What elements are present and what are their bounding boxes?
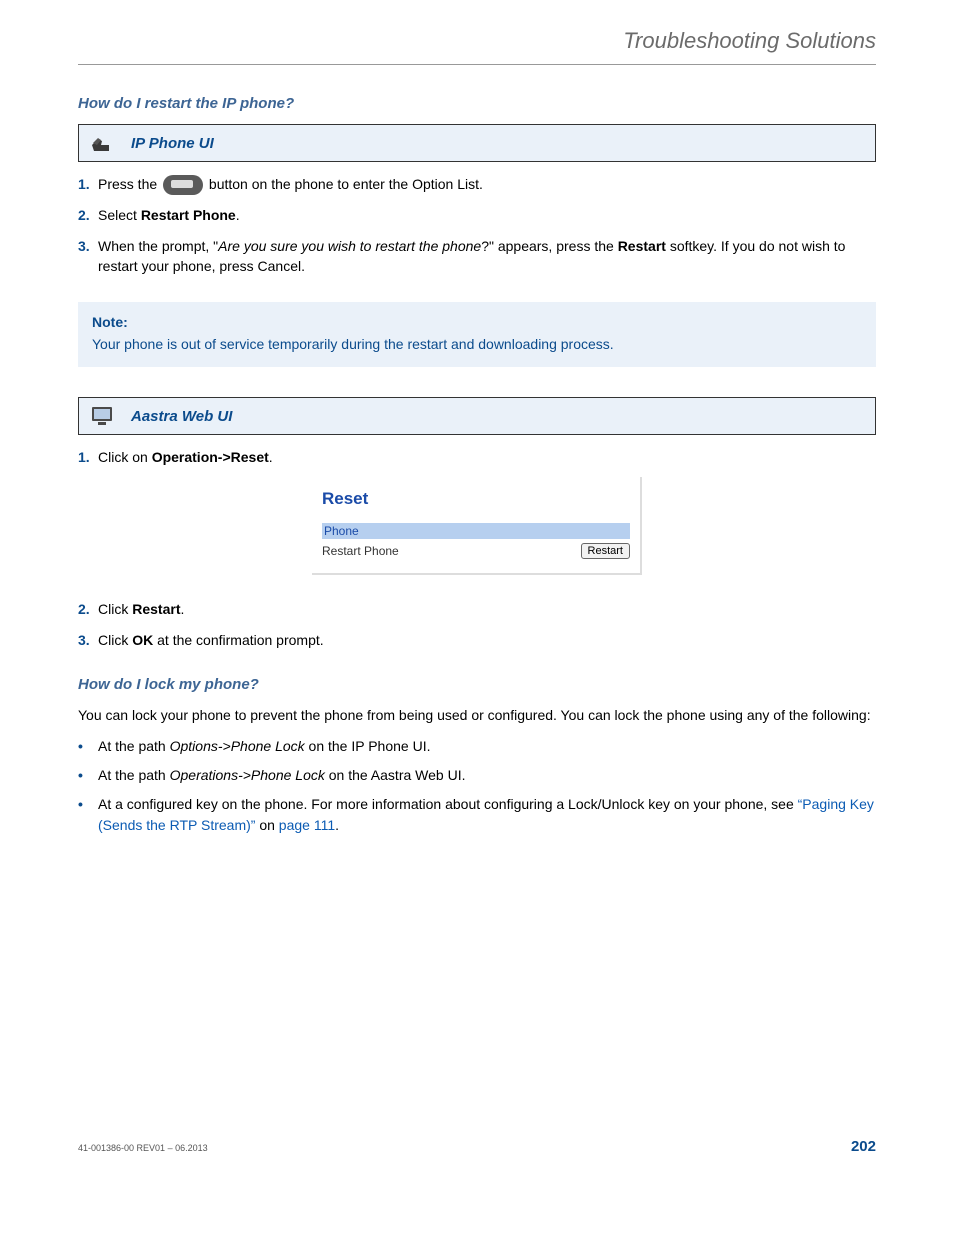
text-fragment: At the path <box>98 767 170 783</box>
options-button-icon <box>163 175 203 195</box>
text-fragment: . <box>236 207 240 223</box>
section-heading-lock: How do I lock my phone? <box>78 676 876 693</box>
phone-icon <box>89 131 117 155</box>
step-number: 1. <box>78 447 98 467</box>
text-fragment: . <box>335 817 339 833</box>
footer-doc-id: 41-001386-00 REV01 – 06.2013 <box>78 1143 208 1153</box>
step-number: 2. <box>78 599 98 619</box>
text-fragment: Click <box>98 632 132 648</box>
aastra-web-ui-label: Aastra Web UI <box>131 408 232 425</box>
text-fragment: Click on <box>98 449 152 465</box>
text-bold: OK <box>132 632 153 648</box>
page-footer: 41-001386-00 REV01 – 06.2013 202 <box>78 1138 876 1155</box>
text-fragment: Click <box>98 601 132 617</box>
text-italic: Operations->Phone Lock <box>170 767 325 783</box>
step-text: Press the button on the phone to enter t… <box>98 174 876 195</box>
text-fragment: on <box>255 817 278 833</box>
bullet-item: • At a configured key on the phone. For … <box>78 794 876 836</box>
step-number: 1. <box>78 174 98 194</box>
ip-phone-ui-label: IP Phone UI <box>131 135 214 152</box>
text-bold: Restart <box>132 601 180 617</box>
text-fragment: ?" appears, press the <box>481 238 618 254</box>
step-text: Click on Operation->Reset. <box>98 447 876 467</box>
text-fragment: . <box>180 601 184 617</box>
lock-intro-text: You can lock your phone to prevent the p… <box>78 705 876 726</box>
reset-panel-screenshot: Reset Phone Restart Phone Restart <box>312 477 642 575</box>
text-fragment: at the confirmation prompt. <box>153 632 323 648</box>
step-number: 3. <box>78 236 98 256</box>
bullet-item: • At the path Options->Phone Lock on the… <box>78 736 876 757</box>
bullet-text: At a configured key on the phone. For mo… <box>98 794 876 836</box>
reset-panel-row: Restart Phone Restart <box>322 543 630 559</box>
bullet-marker: • <box>78 736 98 757</box>
note-text: Your phone is out of service temporarily… <box>92 334 862 355</box>
note-box: Note: Your phone is out of service tempo… <box>78 302 876 367</box>
step-item: 1. Click on Operation->Reset. <box>78 447 876 467</box>
step-item: 1. Press the button on the phone to ente… <box>78 174 876 195</box>
restart-button[interactable]: Restart <box>581 543 630 559</box>
text-fragment: on the IP Phone UI. <box>305 738 431 754</box>
bullet-marker: • <box>78 794 98 815</box>
step-text: Select Restart Phone. <box>98 205 876 225</box>
page-111-link[interactable]: page 111 <box>279 817 335 833</box>
lock-bullet-list: • At the path Options->Phone Lock on the… <box>78 736 876 836</box>
step-number: 2. <box>78 205 98 225</box>
reset-panel-title: Reset <box>322 489 630 509</box>
text-fragment: on the Aastra Web UI. <box>325 767 466 783</box>
step-text: Click OK at the confirmation prompt. <box>98 630 876 650</box>
text-italic: Options->Phone Lock <box>170 738 305 754</box>
step-number: 3. <box>78 630 98 650</box>
step-item: 2. Select Restart Phone. <box>78 205 876 225</box>
text-bold: Operation->Reset <box>152 449 269 465</box>
monitor-icon <box>89 404 117 428</box>
aastra-web-ui-bar: Aastra Web UI <box>78 397 876 435</box>
text-fragment: At a configured key on the phone. For mo… <box>98 796 798 812</box>
reset-row-label: Restart Phone <box>322 544 399 558</box>
text-fragment: Select <box>98 207 141 223</box>
step-text: Click Restart. <box>98 599 876 619</box>
web-ui-steps-b: 2. Click Restart. 3. Click OK at the con… <box>78 599 876 650</box>
text-fragment: Press the <box>98 176 161 192</box>
text-bold: Restart Phone <box>141 207 236 223</box>
bullet-marker: • <box>78 765 98 786</box>
text-fragment: At the path <box>98 738 170 754</box>
text-italic: Are you sure you wish to restart the pho… <box>218 238 481 254</box>
reset-panel-section: Phone <box>322 523 630 539</box>
text-fragment: When the prompt, " <box>98 238 218 254</box>
bullet-text: At the path Options->Phone Lock on the I… <box>98 736 430 757</box>
section-heading-restart: How do I restart the IP phone? <box>78 95 876 112</box>
step-text: When the prompt, "Are you sure you wish … <box>98 236 876 277</box>
web-ui-steps-a: 1. Click on Operation->Reset. <box>78 447 876 467</box>
text-bold: Restart <box>618 238 666 254</box>
footer-page-number: 202 <box>851 1138 876 1155</box>
bullet-text: At the path Operations->Phone Lock on th… <box>98 765 465 786</box>
step-item: 3. Click OK at the confirmation prompt. <box>78 630 876 650</box>
note-title: Note: <box>92 314 862 330</box>
text-fragment: . <box>269 449 273 465</box>
page-header-title: Troubleshooting Solutions <box>78 28 876 65</box>
step-item: 2. Click Restart. <box>78 599 876 619</box>
ip-phone-ui-bar: IP Phone UI <box>78 124 876 162</box>
bullet-item: • At the path Operations->Phone Lock on … <box>78 765 876 786</box>
text-fragment: button on the phone to enter the Option … <box>205 176 483 192</box>
step-item: 3. When the prompt, "Are you sure you wi… <box>78 236 876 277</box>
ip-phone-steps: 1. Press the button on the phone to ente… <box>78 174 876 276</box>
